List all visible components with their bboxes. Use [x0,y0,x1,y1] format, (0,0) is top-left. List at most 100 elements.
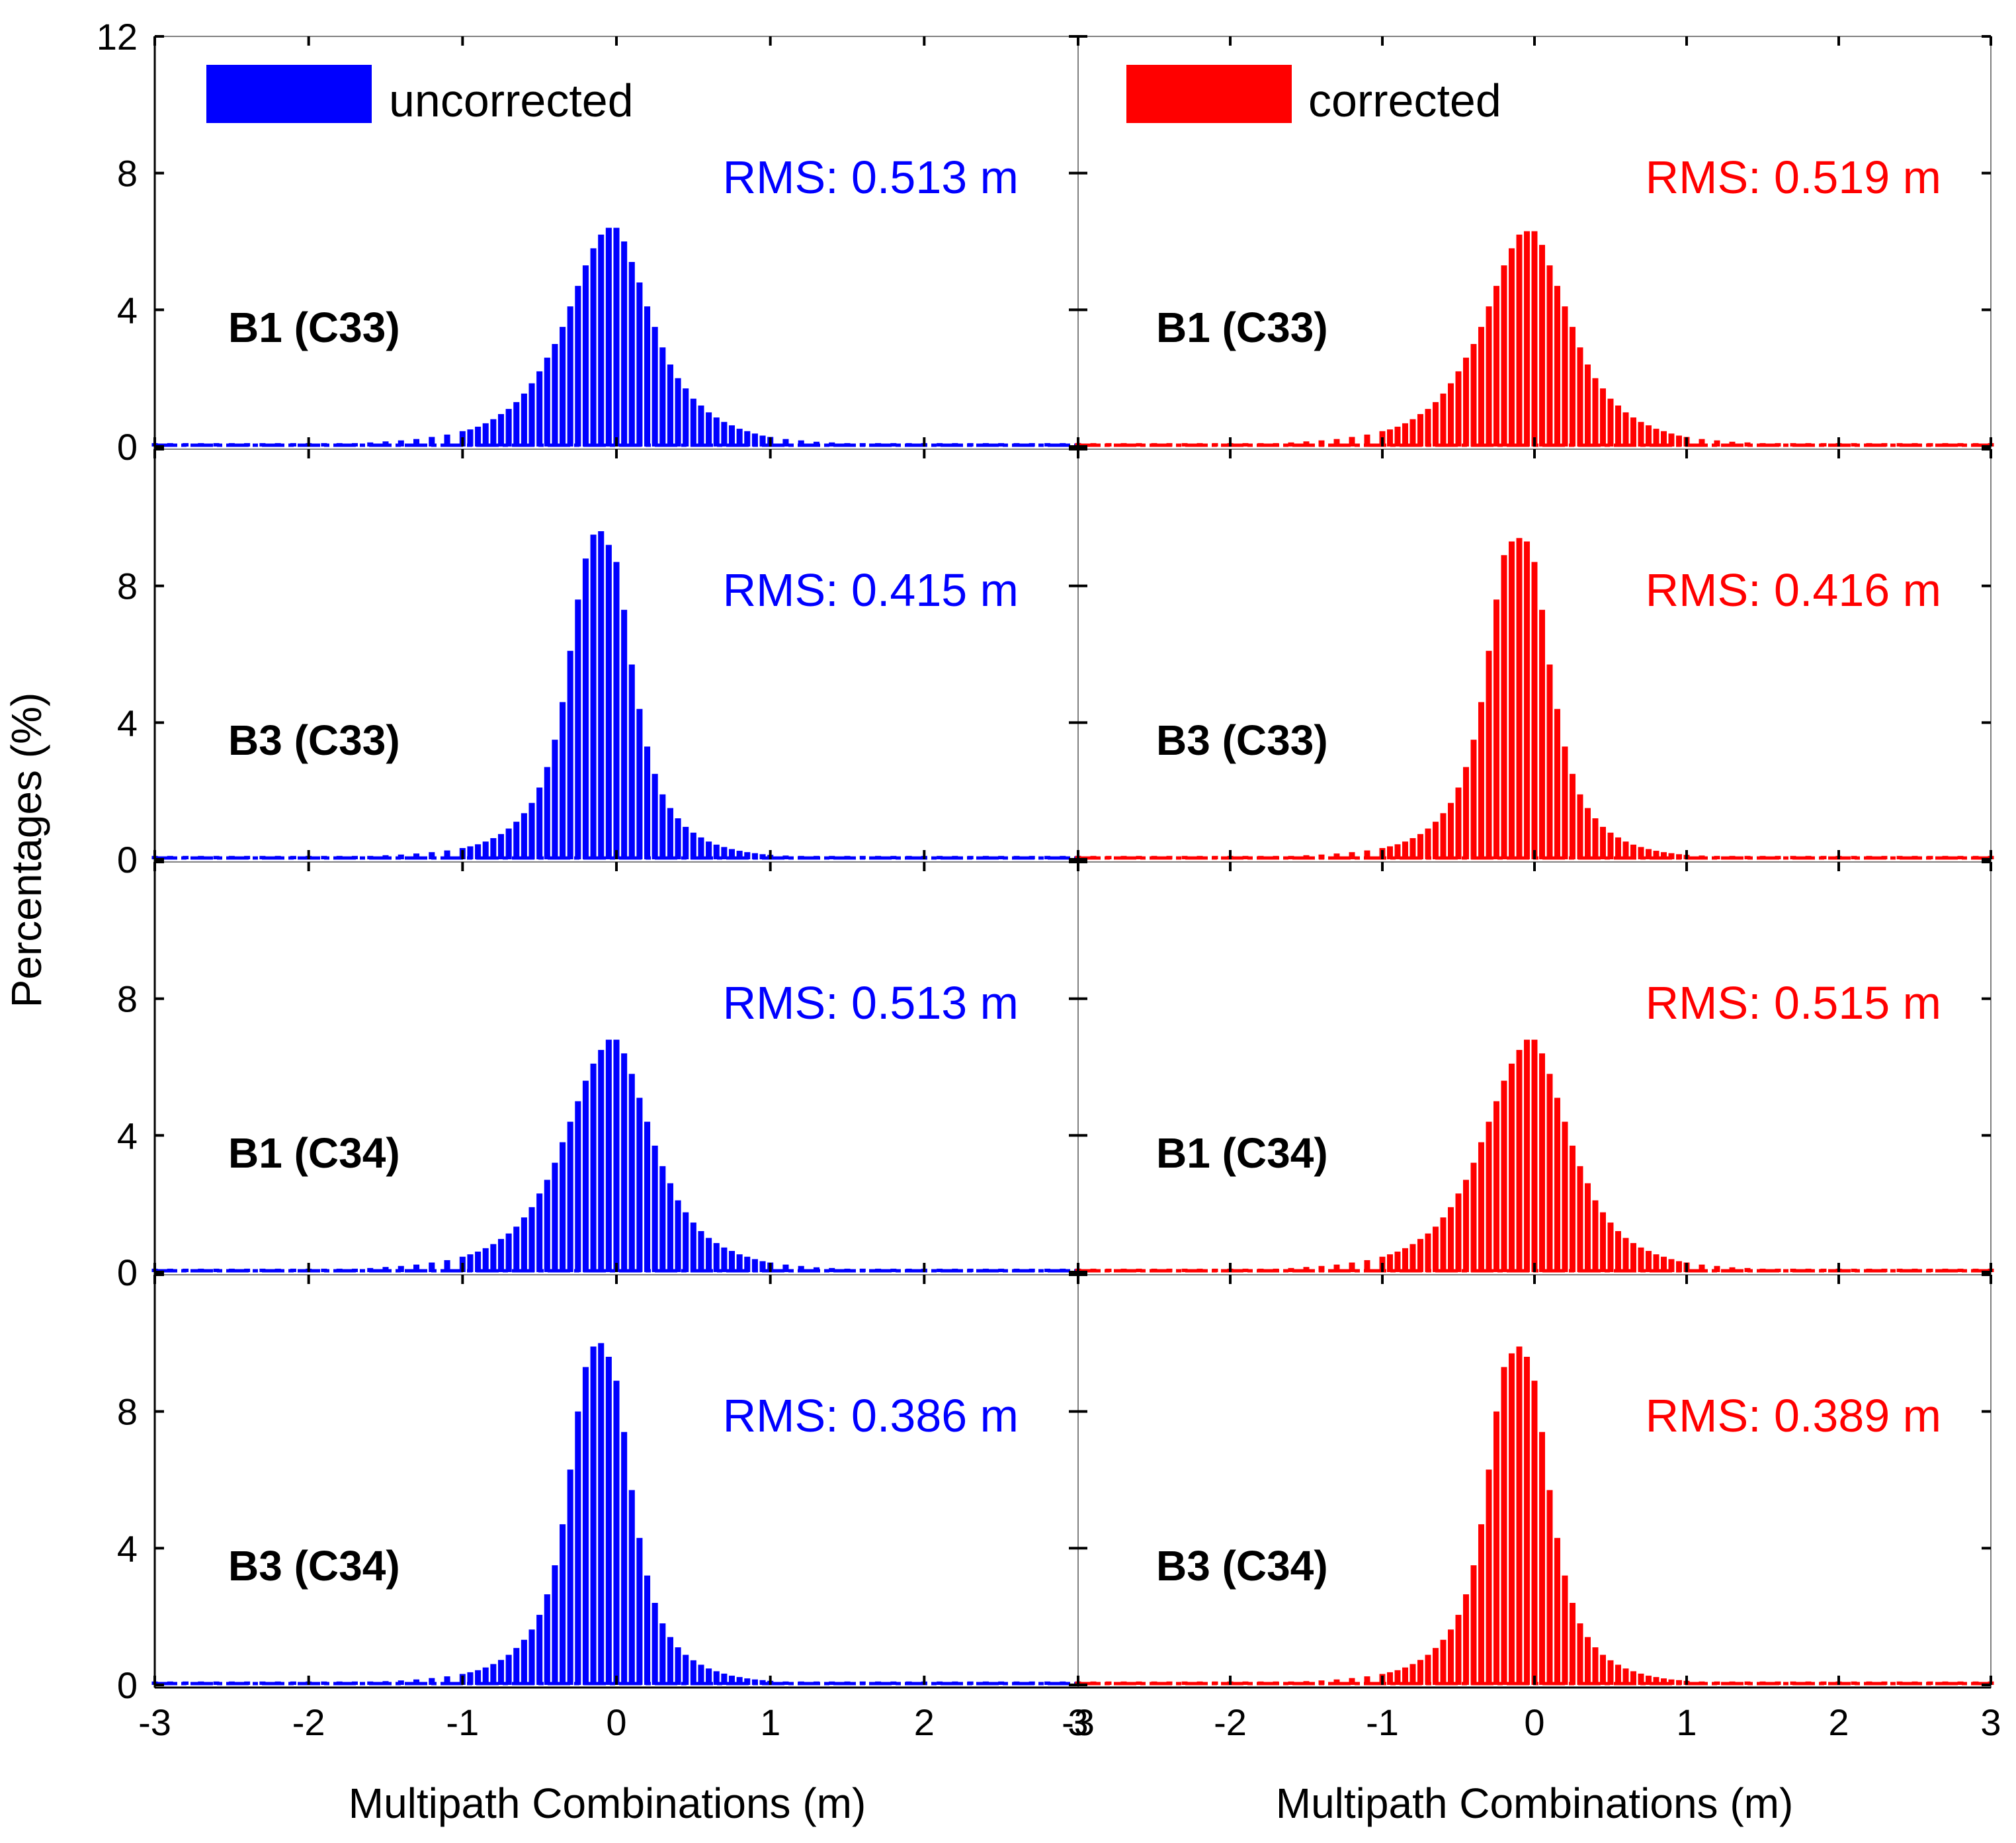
histogram-bar [1387,429,1393,447]
histogram-bar [1402,1248,1408,1272]
histogram-bar [1493,286,1499,447]
histogram-bar [1409,1244,1416,1272]
histogram-bar [1600,388,1606,447]
histogram-bar [1630,1243,1636,1272]
histogram-bar [621,1432,628,1685]
histogram-bar [1577,794,1583,859]
histogram-bar [667,364,673,447]
histogram-bar [567,650,573,859]
histogram-bar [321,855,327,859]
histogram-bar [1615,1664,1621,1685]
histogram-bar [1433,1226,1439,1272]
histogram-bar [1638,1673,1644,1685]
histogram-bar [937,855,943,859]
histogram-bar [713,1671,720,1685]
histogram-bar [728,425,735,447]
histogram-bar [1570,327,1575,447]
histogram-bar [1044,443,1050,447]
histogram-bar [528,1207,535,1272]
histogram-bar [475,1670,482,1685]
histogram-bar [1364,434,1370,447]
histogram-bar [1585,1637,1591,1685]
histogram-bar [1387,1672,1393,1685]
histogram-bar [1615,1231,1621,1272]
histogram-bar [1486,306,1492,447]
histogram-bar [636,708,643,859]
histogram-bar [613,228,620,447]
histogram-bar [744,1678,751,1685]
histogram-bar [675,818,681,859]
histogram-bar [621,609,628,859]
rms-label: RMS: 0.415 m [723,564,1019,616]
histogram-bar [1744,1681,1751,1685]
histogram-bar [621,1053,628,1272]
histogram-bar [1570,1603,1575,1685]
histogram-bar [444,1676,450,1685]
histogram-bar [721,1673,728,1685]
histogram-bar [1646,425,1652,447]
histogram-bar [1136,443,1142,447]
histogram-bar [829,1267,835,1272]
histogram-bar [1668,853,1675,859]
histogram-bar [1417,413,1423,447]
histogram-bar [552,1565,558,1685]
histogram-bar [1554,286,1560,447]
histogram-bar [1318,1265,1325,1272]
histogram-bar [1364,850,1370,859]
histogram-bar [890,855,897,859]
histogram-bar [667,1183,673,1272]
panel-label: B3 (C34) [1156,1542,1328,1590]
histogram-bar [636,1537,643,1685]
histogram-bar [998,1681,1005,1685]
histogram-bar [605,1039,612,1272]
histogram-bar [444,1260,450,1272]
histogram-bar [505,409,512,447]
histogram-bar [1896,1268,1903,1272]
histogram-bar [1463,1594,1469,1685]
histogram-bar [1638,1247,1644,1272]
legend-swatch-corrected [1126,65,1292,123]
histogram-bar [1524,1039,1530,1272]
histogram-bar [782,1264,789,1272]
histogram-bar [1957,443,1964,447]
panel-label: B3 (C34) [228,1542,400,1590]
histogram-bar [1417,1660,1423,1685]
y-tick-label: 4 [117,1527,138,1569]
histogram-bar [1554,1097,1560,1272]
histogram-bar [1409,1664,1416,1685]
histogram-bar [1562,746,1568,859]
histogram-bar [1242,443,1249,447]
histogram-bar [1957,1681,1964,1685]
histogram-bar [759,435,766,447]
x-tick-label: 0 [1524,1701,1544,1743]
histogram-bar [1493,1101,1499,1272]
histogram-bar [1425,1654,1431,1685]
histogram-bar [1570,1145,1575,1272]
panel-label: B3 (C33) [1156,716,1328,764]
histogram-bar [582,1367,589,1685]
histogram-bar [1539,245,1545,447]
histogram-bar [713,1243,720,1272]
histogram-bar [728,1676,735,1685]
histogram-bar [429,852,435,859]
histogram-bar [937,443,943,447]
histogram-bar [1478,1524,1484,1685]
histogram-bar [560,327,566,447]
histogram-bar [505,828,512,859]
histogram-bar [1607,1222,1614,1272]
histogram-bar [590,248,597,447]
histogram-bar [482,423,489,447]
x-tick-label: 2 [1828,1701,1849,1743]
rms-label: RMS: 0.513 m [723,151,1019,203]
histogram-bar [1630,1671,1636,1685]
histogram-bar [1440,1217,1447,1272]
histogram-bar [644,1575,651,1685]
y-tick-label: 8 [117,1391,138,1433]
histogram-bar [1676,1261,1682,1272]
histogram-bar [628,664,635,859]
histogram-bar [552,740,558,859]
histogram-bar [628,1074,635,1272]
histogram-bar [1333,439,1340,447]
histogram-bar [582,558,589,859]
histogram-bar [713,844,720,859]
